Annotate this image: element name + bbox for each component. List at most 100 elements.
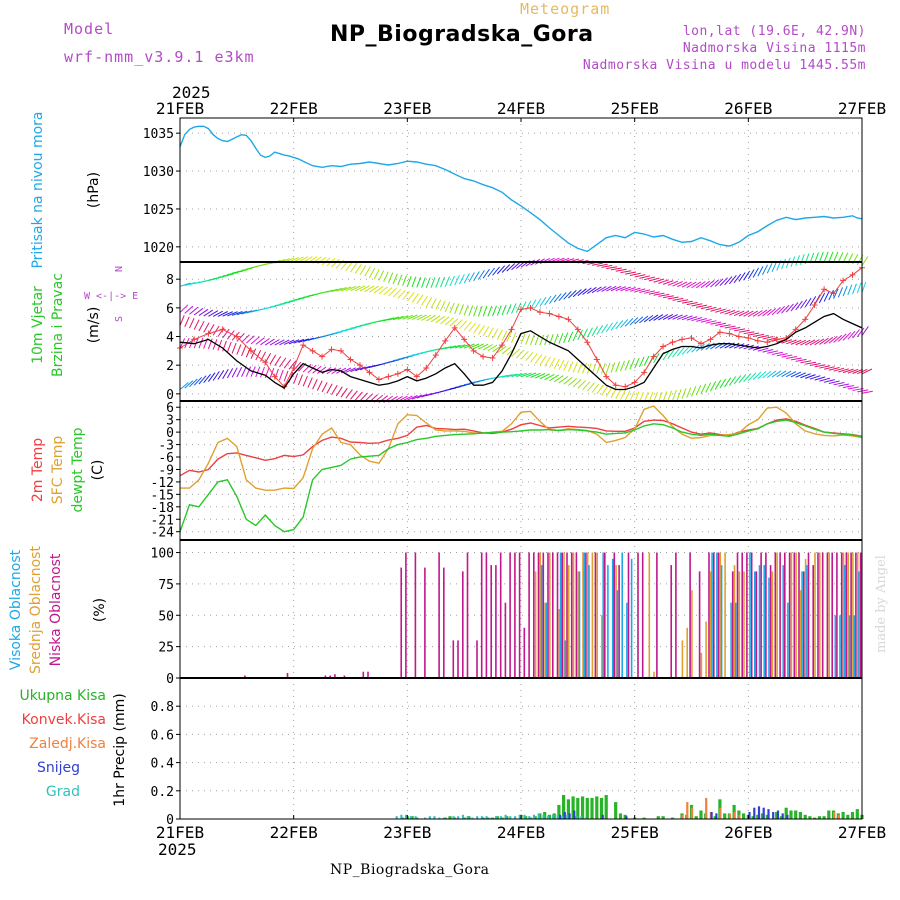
wind-barb bbox=[705, 382, 712, 393]
wind-barb bbox=[653, 292, 665, 296]
cloud-bar bbox=[787, 602, 789, 678]
wind-barb bbox=[397, 274, 403, 286]
wind-barb bbox=[586, 327, 593, 338]
wind-barb bbox=[392, 273, 398, 285]
wind-barb bbox=[728, 376, 737, 386]
gust-point bbox=[394, 370, 401, 377]
wind-barb bbox=[444, 317, 454, 326]
wind-barb bbox=[293, 373, 299, 384]
wind-barb bbox=[620, 270, 632, 274]
wind-barb bbox=[236, 310, 248, 316]
precip-bar bbox=[732, 804, 736, 819]
gust-point bbox=[716, 329, 723, 336]
wind-barb bbox=[274, 339, 285, 346]
cloud-bar bbox=[656, 552, 658, 678]
wind-barb bbox=[279, 357, 287, 368]
wind-barb bbox=[383, 271, 389, 282]
wind-barb bbox=[610, 362, 616, 373]
wind-barb bbox=[786, 356, 798, 359]
precip-bar bbox=[476, 816, 479, 819]
gust-point bbox=[754, 337, 761, 344]
wind-barb bbox=[222, 368, 229, 379]
wind-barb bbox=[388, 288, 397, 297]
gust-point bbox=[555, 313, 562, 320]
wind-barb bbox=[624, 390, 631, 401]
precip-bar bbox=[528, 817, 533, 819]
cloud-bar bbox=[540, 565, 543, 678]
wind-barb bbox=[615, 268, 627, 272]
gust-series-line bbox=[179, 267, 863, 388]
cloud-bar bbox=[611, 558, 614, 678]
wind-barb bbox=[255, 337, 265, 345]
wind-barb bbox=[501, 346, 512, 355]
x-tick-label-top: 26FEB bbox=[724, 99, 772, 118]
wind-barb bbox=[757, 309, 768, 317]
precip-bar bbox=[491, 817, 495, 819]
wind-barb bbox=[454, 303, 460, 315]
cloud-bar bbox=[691, 590, 693, 678]
wind-barb bbox=[719, 309, 731, 314]
wind-barb bbox=[743, 331, 755, 335]
temperature-series-line bbox=[180, 405, 863, 491]
y-tick-label: 50 bbox=[158, 609, 174, 624]
cloud-bar bbox=[719, 552, 722, 678]
cloud-bar bbox=[716, 552, 718, 678]
wind-barb bbox=[383, 317, 395, 322]
precip-bar bbox=[767, 809, 770, 819]
wind-barb bbox=[378, 286, 388, 295]
cloud-bar bbox=[801, 571, 803, 678]
wind-barb bbox=[511, 348, 520, 357]
wind-barb bbox=[335, 386, 343, 397]
precip-bar bbox=[566, 814, 569, 819]
wind-barb bbox=[222, 340, 227, 352]
y-tick-label: 0 bbox=[166, 672, 174, 687]
wind-barb bbox=[515, 302, 522, 313]
cloud-bar bbox=[518, 552, 521, 678]
wind-barb bbox=[232, 270, 243, 274]
wind-barb bbox=[217, 370, 225, 380]
gust-point bbox=[612, 382, 619, 389]
wind-barb bbox=[625, 271, 637, 275]
wind-barb bbox=[501, 330, 508, 342]
wind-barb bbox=[672, 348, 680, 358]
precip-bar bbox=[618, 813, 623, 819]
y-tick-label: -6 bbox=[158, 451, 174, 466]
cloud-bar bbox=[708, 552, 710, 678]
wind-barb bbox=[577, 288, 587, 296]
wind-barb bbox=[250, 348, 257, 359]
wind-barb bbox=[548, 357, 556, 368]
precip-bar bbox=[509, 816, 512, 819]
y-tick-label: 6 bbox=[166, 401, 174, 416]
footer-station: NP_Biogradska_Gora bbox=[330, 862, 490, 878]
cloud-unit-label: (%) bbox=[92, 598, 108, 622]
gust-point bbox=[593, 356, 600, 363]
wind-barb bbox=[369, 267, 376, 278]
wind-barb bbox=[430, 277, 436, 288]
wind-barb bbox=[449, 275, 455, 287]
precip-bar bbox=[547, 814, 551, 819]
wind-barb bbox=[752, 310, 763, 317]
wind-barb bbox=[757, 335, 769, 339]
wind-barb bbox=[397, 315, 409, 320]
cloud-bar bbox=[836, 552, 838, 678]
wind-barb bbox=[539, 373, 550, 380]
cloud-bar bbox=[812, 565, 814, 678]
wind-barb bbox=[407, 314, 418, 320]
wind-barb bbox=[591, 383, 600, 393]
wind-barb bbox=[838, 368, 849, 373]
wind-barb bbox=[530, 353, 538, 363]
wind-barb bbox=[487, 267, 495, 278]
wind-barb bbox=[714, 379, 722, 390]
cloud-bar bbox=[607, 565, 609, 678]
wind-barb bbox=[463, 321, 472, 331]
cloud-bar bbox=[819, 552, 821, 678]
model-name: wrf-nmm_v3.9.1 e3km bbox=[64, 48, 255, 66]
y-tick-label: 0 bbox=[166, 388, 174, 403]
wind-barb bbox=[785, 371, 797, 378]
wind-barb bbox=[530, 372, 541, 378]
wind-barb bbox=[734, 328, 746, 332]
wind-barb bbox=[260, 338, 270, 346]
wind-barb bbox=[288, 339, 300, 345]
precip-bar bbox=[505, 816, 509, 819]
wind-barb bbox=[568, 290, 577, 299]
